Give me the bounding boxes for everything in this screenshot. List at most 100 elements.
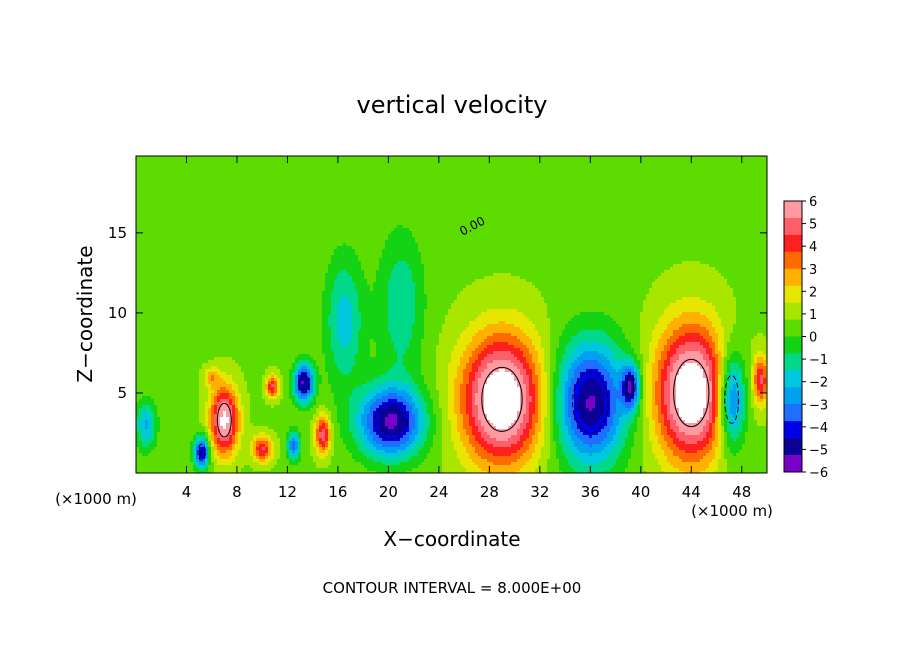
heatmap-cell	[448, 198, 451, 201]
heatmap-cell	[334, 213, 337, 216]
heatmap-cell	[379, 192, 382, 195]
heatmap-cell	[601, 162, 604, 165]
heatmap-cell	[394, 222, 397, 225]
heatmap-cell	[463, 165, 466, 168]
heatmap-cell	[667, 159, 670, 162]
heatmap-cell	[475, 189, 478, 192]
heatmap-cell	[691, 177, 694, 180]
heatmap-cell	[547, 213, 550, 216]
heatmap-cell	[319, 216, 322, 219]
heatmap-cell	[139, 159, 142, 162]
heatmap-cell	[727, 216, 730, 219]
heatmap-cell	[730, 171, 733, 174]
heatmap-cell	[748, 162, 751, 165]
heatmap-cell	[727, 195, 730, 198]
heatmap-cell	[145, 159, 148, 162]
heatmap-cell	[256, 222, 259, 225]
heatmap-cell	[706, 216, 709, 219]
heatmap-cell	[487, 222, 490, 225]
heatmap-cell	[583, 183, 586, 186]
heatmap-cell	[151, 189, 154, 192]
heatmap-cell	[562, 195, 565, 198]
heatmap-cell	[739, 201, 742, 204]
heatmap-cell	[136, 186, 139, 189]
heatmap-cell	[490, 219, 493, 222]
heatmap-cell	[487, 159, 490, 162]
heatmap-cell	[268, 159, 271, 162]
heatmap-cell	[688, 204, 691, 207]
heatmap-cell	[307, 198, 310, 201]
heatmap-cell	[286, 180, 289, 183]
heatmap-cell	[427, 186, 430, 189]
heatmap-cell	[679, 222, 682, 225]
heatmap-cell	[661, 204, 664, 207]
heatmap-cell	[289, 207, 292, 210]
heatmap-cell	[196, 180, 199, 183]
heatmap-cell	[583, 192, 586, 195]
heatmap-cell	[193, 213, 196, 216]
heatmap-cell	[757, 198, 760, 201]
heatmap-cell	[421, 180, 424, 183]
heatmap-cell	[259, 195, 262, 198]
heatmap-cell	[304, 213, 307, 216]
heatmap-cell	[550, 177, 553, 180]
heatmap-cell	[652, 165, 655, 168]
heatmap-cell	[664, 156, 667, 159]
heatmap-cell	[592, 168, 595, 171]
heatmap-cell	[244, 174, 247, 177]
heatmap-cell	[178, 183, 181, 186]
heatmap-cell	[259, 213, 262, 216]
heatmap-cell	[244, 186, 247, 189]
heatmap-cell	[508, 195, 511, 198]
heatmap-cell	[616, 204, 619, 207]
heatmap-cell	[334, 198, 337, 201]
heatmap-cell	[376, 216, 379, 219]
heatmap-cell	[673, 177, 676, 180]
heatmap-cell	[730, 210, 733, 213]
heatmap-cell	[649, 186, 652, 189]
heatmap-cell	[679, 213, 682, 216]
heatmap-cell	[376, 168, 379, 171]
heatmap-cell	[526, 186, 529, 189]
heatmap-cell	[580, 192, 583, 195]
heatmap-cell	[730, 207, 733, 210]
heatmap-cell	[715, 192, 718, 195]
heatmap-cell	[451, 198, 454, 201]
heatmap-cell	[361, 204, 364, 207]
heatmap-cell	[418, 177, 421, 180]
heatmap-cell	[424, 159, 427, 162]
heatmap-cell	[163, 198, 166, 201]
heatmap-cell	[166, 201, 169, 204]
heatmap-cell	[352, 186, 355, 189]
heatmap-cell	[325, 207, 328, 210]
heatmap-cell	[241, 219, 244, 222]
heatmap-cell	[478, 183, 481, 186]
heatmap-cell	[163, 162, 166, 165]
heatmap-cell	[202, 195, 205, 198]
heatmap-cell	[502, 225, 505, 228]
heatmap-cell	[430, 165, 433, 168]
heatmap-cell	[676, 186, 679, 189]
heatmap-cell	[439, 192, 442, 195]
heatmap-cell	[214, 168, 217, 171]
heatmap-cell	[430, 225, 433, 228]
heatmap-cell	[346, 195, 349, 198]
heatmap-cell	[472, 159, 475, 162]
heatmap-cell	[664, 222, 667, 225]
heatmap-cell	[589, 186, 592, 189]
heatmap-cell	[517, 201, 520, 204]
heatmap-cell	[424, 192, 427, 195]
heatmap-cell	[361, 192, 364, 195]
heatmap-cell	[589, 183, 592, 186]
heatmap-cell	[142, 213, 145, 216]
heatmap-cell	[271, 225, 274, 228]
heatmap-cell	[241, 189, 244, 192]
heatmap-cell	[361, 156, 364, 159]
heatmap-cell	[538, 219, 541, 222]
heatmap-cell	[424, 225, 427, 228]
heatmap-cell	[706, 162, 709, 165]
heatmap-cell	[490, 207, 493, 210]
heatmap-cell	[220, 180, 223, 183]
heatmap-cell	[175, 162, 178, 165]
heatmap-cell	[532, 159, 535, 162]
